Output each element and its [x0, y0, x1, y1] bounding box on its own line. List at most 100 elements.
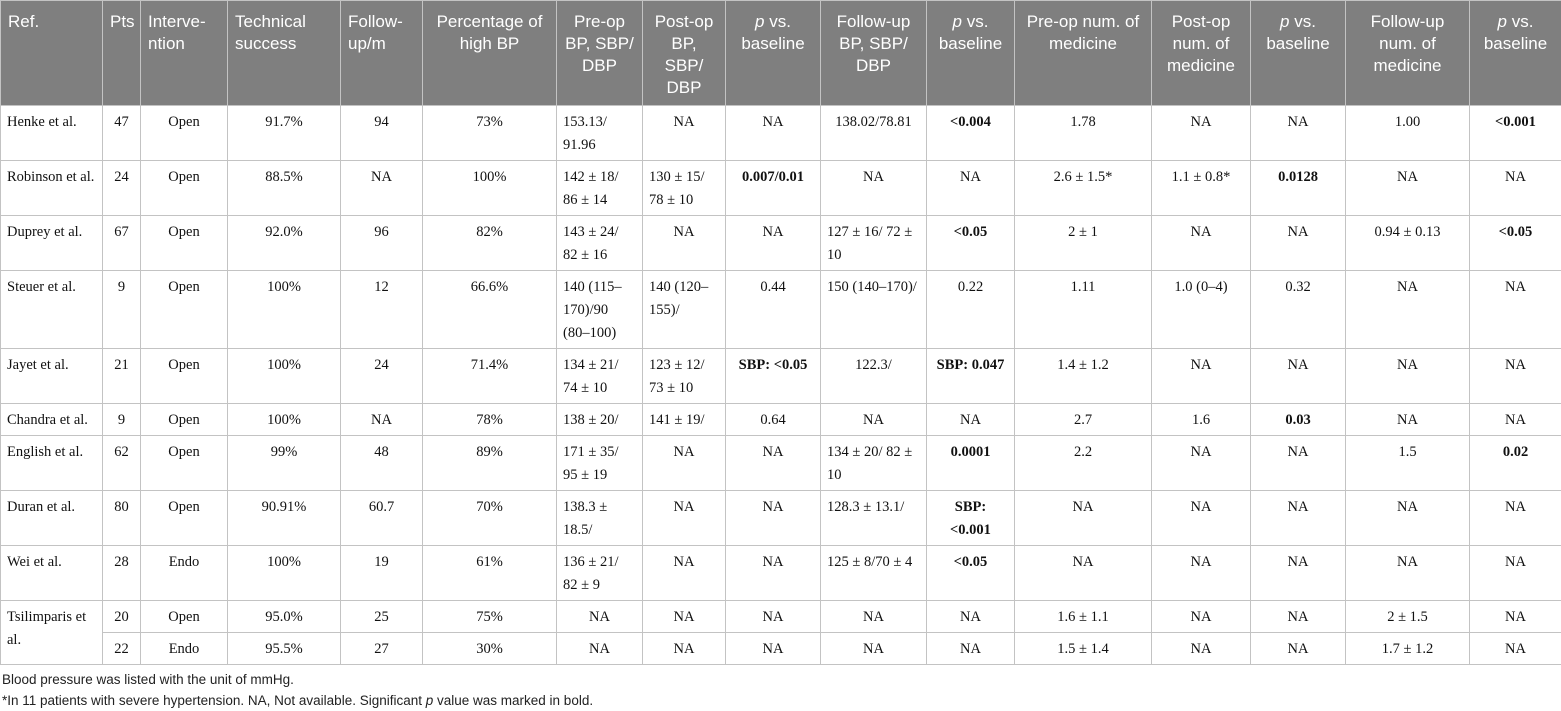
cell-postop-bp: NA [643, 106, 726, 161]
cell-percentage-high-bp: 71.4% [423, 349, 557, 404]
table-row: Jayet et al. 21 Open 100% 24 71.4% 134 ±… [1, 349, 1561, 404]
col-header-pts: Pts [103, 1, 141, 106]
cell-follow-up: 60.7 [341, 491, 423, 546]
cell-p-vs-baseline-3: NA [1251, 216, 1346, 271]
cell-preop-bp: NA [557, 633, 643, 665]
cell-p-vs-baseline-1: SBP: <0.05 [726, 349, 821, 404]
cell-preop-medicine: 1.78 [1015, 106, 1152, 161]
cell-p-vs-baseline-3: NA [1251, 106, 1346, 161]
cell-technical-success: 99% [228, 436, 341, 491]
cell-technical-success: 90.91% [228, 491, 341, 546]
cell-postop-bp: NA [643, 436, 726, 491]
col-header-intervention: Interve-ntion [141, 1, 228, 106]
cell-p-vs-baseline-1: NA [726, 546, 821, 601]
cell-postop-medicine: NA [1152, 106, 1251, 161]
cell-percentage-high-bp: 89% [423, 436, 557, 491]
cell-p-vs-baseline-1: 0.007/0.01 [726, 161, 821, 216]
col-header-technical-success-label: Technical success [235, 12, 306, 53]
col-header-followup-bp: Follow-up BP, SBP/ DBP [821, 1, 927, 106]
cell-postop-medicine: NA [1152, 633, 1251, 665]
p-symbol: p [1280, 12, 1289, 31]
cell-followup-bp: NA [821, 161, 927, 216]
cell-p-vs-baseline-3: NA [1251, 546, 1346, 601]
cell-follow-up: 94 [341, 106, 423, 161]
cell-followup-medicine: NA [1346, 161, 1470, 216]
cell-intervention: Open [141, 216, 228, 271]
cell-intervention: Open [141, 404, 228, 436]
cell-ref: Duprey et al. [1, 216, 103, 271]
cell-followup-medicine: NA [1346, 491, 1470, 546]
cell-postop-bp: NA [643, 491, 726, 546]
cell-preop-medicine: 2.7 [1015, 404, 1152, 436]
cell-percentage-high-bp: 66.6% [423, 271, 557, 349]
cell-p-vs-baseline-1: NA [726, 491, 821, 546]
table-row: Duprey et al. 67 Open 92.0% 96 82% 143 ±… [1, 216, 1561, 271]
col-header-followup-bp-label: Follow-up BP, SBP/ DBP [837, 12, 911, 75]
col-header-preop-medicine: Pre-op num. of medicine [1015, 1, 1152, 106]
col-header-p-vs-baseline-4: p vs. baseline [1470, 1, 1561, 106]
cell-postop-medicine: NA [1152, 546, 1251, 601]
cell-follow-up: 24 [341, 349, 423, 404]
col-header-followup-medicine-label: Follow-up num. of medicine [1371, 12, 1445, 75]
cell-ref: Duran et al. [1, 491, 103, 546]
cell-postop-bp: NA [643, 633, 726, 665]
cell-ref: Tsilimparis et al. [1, 601, 103, 665]
cell-preop-bp: NA [557, 601, 643, 633]
table-row: Henke et al. 47 Open 91.7% 94 73% 153.13… [1, 106, 1561, 161]
cell-preop-bp: 138 ± 20/ [557, 404, 643, 436]
cell-p-vs-baseline-3: 0.03 [1251, 404, 1346, 436]
footnote-legend-end: value was marked in bold. [433, 693, 593, 708]
cell-followup-medicine: 1.5 [1346, 436, 1470, 491]
cell-p-vs-baseline-3: NA [1251, 349, 1346, 404]
cell-p-vs-baseline-2: <0.004 [927, 106, 1015, 161]
cell-percentage-high-bp: 30% [423, 633, 557, 665]
cell-preop-bp: 140 (115–170)/90 (80–100) [557, 271, 643, 349]
cell-postop-bp: 123 ± 12/ 73 ± 10 [643, 349, 726, 404]
cell-p-vs-baseline-3: 0.0128 [1251, 161, 1346, 216]
cell-p-vs-baseline-2: NA [927, 633, 1015, 665]
cell-postop-medicine: 1.1 ± 0.8* [1152, 161, 1251, 216]
table-row: English et al. 62 Open 99% 48 89% 171 ± … [1, 436, 1561, 491]
cell-percentage-high-bp: 75% [423, 601, 557, 633]
cell-p-vs-baseline-3: NA [1251, 601, 1346, 633]
cell-preop-medicine: 2.6 ± 1.5* [1015, 161, 1152, 216]
cell-followup-bp: NA [821, 404, 927, 436]
col-header-postop-medicine: Post-op num. of medicine [1152, 1, 1251, 106]
cell-p-vs-baseline-4: NA [1470, 349, 1561, 404]
col-header-p-vs-baseline-1: p vs. baseline [726, 1, 821, 106]
cell-pts: 80 [103, 491, 141, 546]
cell-p-vs-baseline-2: 0.0001 [927, 436, 1015, 491]
col-header-postop-bp: Post-op BP, SBP/ DBP [643, 1, 726, 106]
cell-followup-bp: NA [821, 601, 927, 633]
cell-p-vs-baseline-2: 0.22 [927, 271, 1015, 349]
cell-followup-bp: 138.02/78.81 [821, 106, 927, 161]
cell-p-vs-baseline-4: NA [1470, 404, 1561, 436]
col-header-preop-bp: Pre-op BP, SBP/ DBP [557, 1, 643, 106]
cell-p-vs-baseline-3: 0.32 [1251, 271, 1346, 349]
cell-percentage-high-bp: 70% [423, 491, 557, 546]
cell-postop-medicine: NA [1152, 601, 1251, 633]
cell-p-vs-baseline-2: <0.05 [927, 546, 1015, 601]
cell-followup-bp: 128.3 ± 13.1/ [821, 491, 927, 546]
cell-preop-medicine: 1.5 ± 1.4 [1015, 633, 1152, 665]
cell-preop-bp: 138.3 ± 18.5/ [557, 491, 643, 546]
cell-ref: Chandra et al. [1, 404, 103, 436]
cell-percentage-high-bp: 61% [423, 546, 557, 601]
col-header-followup-medicine: Follow-up num. of medicine [1346, 1, 1470, 106]
cell-followup-bp: 127 ± 16/ 72 ± 10 [821, 216, 927, 271]
cell-followup-medicine: 2 ± 1.5 [1346, 601, 1470, 633]
cell-intervention: Open [141, 436, 228, 491]
cell-preop-medicine: 1.11 [1015, 271, 1152, 349]
cell-p-vs-baseline-2: SBP: <0.001 [927, 491, 1015, 546]
col-header-p-rest: vs. baseline [939, 12, 1002, 53]
cell-p-vs-baseline-4: NA [1470, 633, 1561, 665]
cell-followup-bp: 122.3/ [821, 349, 927, 404]
cell-intervention: Open [141, 491, 228, 546]
col-header-percentage-high-bp-label: Percentage of high BP [437, 12, 543, 53]
cell-pts: 62 [103, 436, 141, 491]
cell-intervention: Open [141, 601, 228, 633]
footnote-legend-text: *In 11 patients with severe hypertension… [2, 693, 426, 708]
cell-p-vs-baseline-3: NA [1251, 436, 1346, 491]
col-header-postop-bp-label: Post-op BP, SBP/ DBP [655, 12, 714, 97]
p-symbol: p [755, 12, 764, 31]
